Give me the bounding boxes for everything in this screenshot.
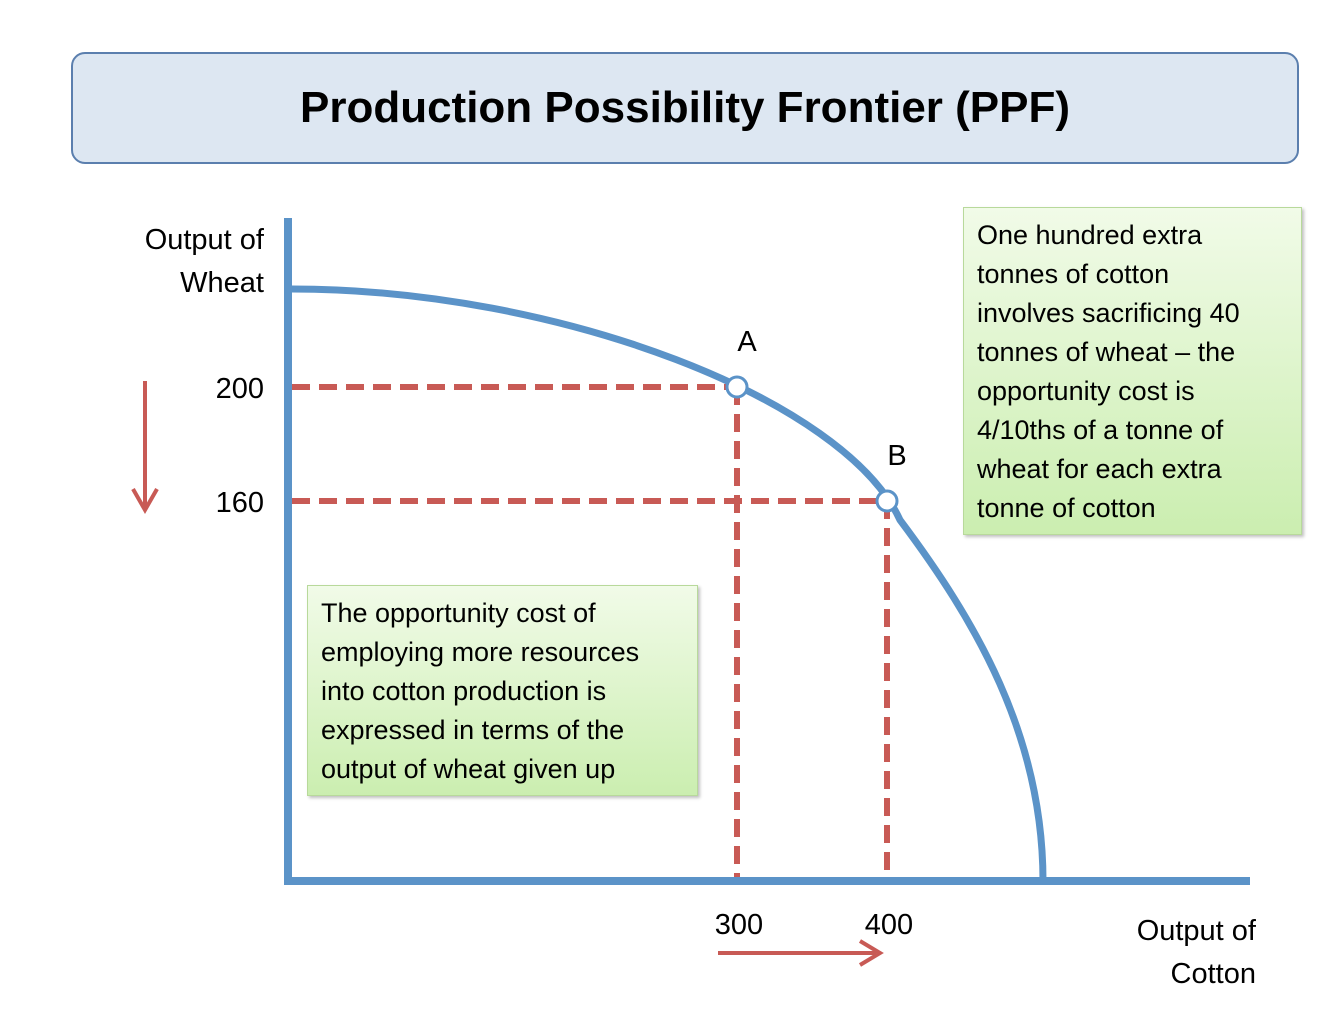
title-box: Production Possibility Frontier (PPF) — [71, 52, 1299, 164]
point-a — [725, 375, 749, 399]
y-tick-label: 200 — [216, 373, 264, 405]
point-label-a: A — [737, 326, 757, 358]
annotation-opportunity-cost-ratio: One hundred extra tonnes of cotton invol… — [963, 207, 1302, 535]
cotton-increase-arrow-head — [858, 939, 884, 967]
x-tick-label: 400 — [865, 909, 913, 941]
wheat-decrease-arrow-head — [131, 488, 159, 515]
annotation-opportunity-cost-definition: The opportunity cost of employing more r… — [307, 585, 698, 796]
y-tick-label: 160 — [216, 487, 264, 519]
y-axis-label: Output of Wheat — [144, 224, 264, 299]
x-tick-label: 300 — [715, 909, 763, 941]
point-label-b: B — [887, 440, 906, 472]
point-b — [875, 489, 899, 513]
chart-title: Production Possibility Frontier (PPF) — [299, 83, 1071, 132]
x-axis-label: Output of Cotton — [1136, 915, 1256, 990]
